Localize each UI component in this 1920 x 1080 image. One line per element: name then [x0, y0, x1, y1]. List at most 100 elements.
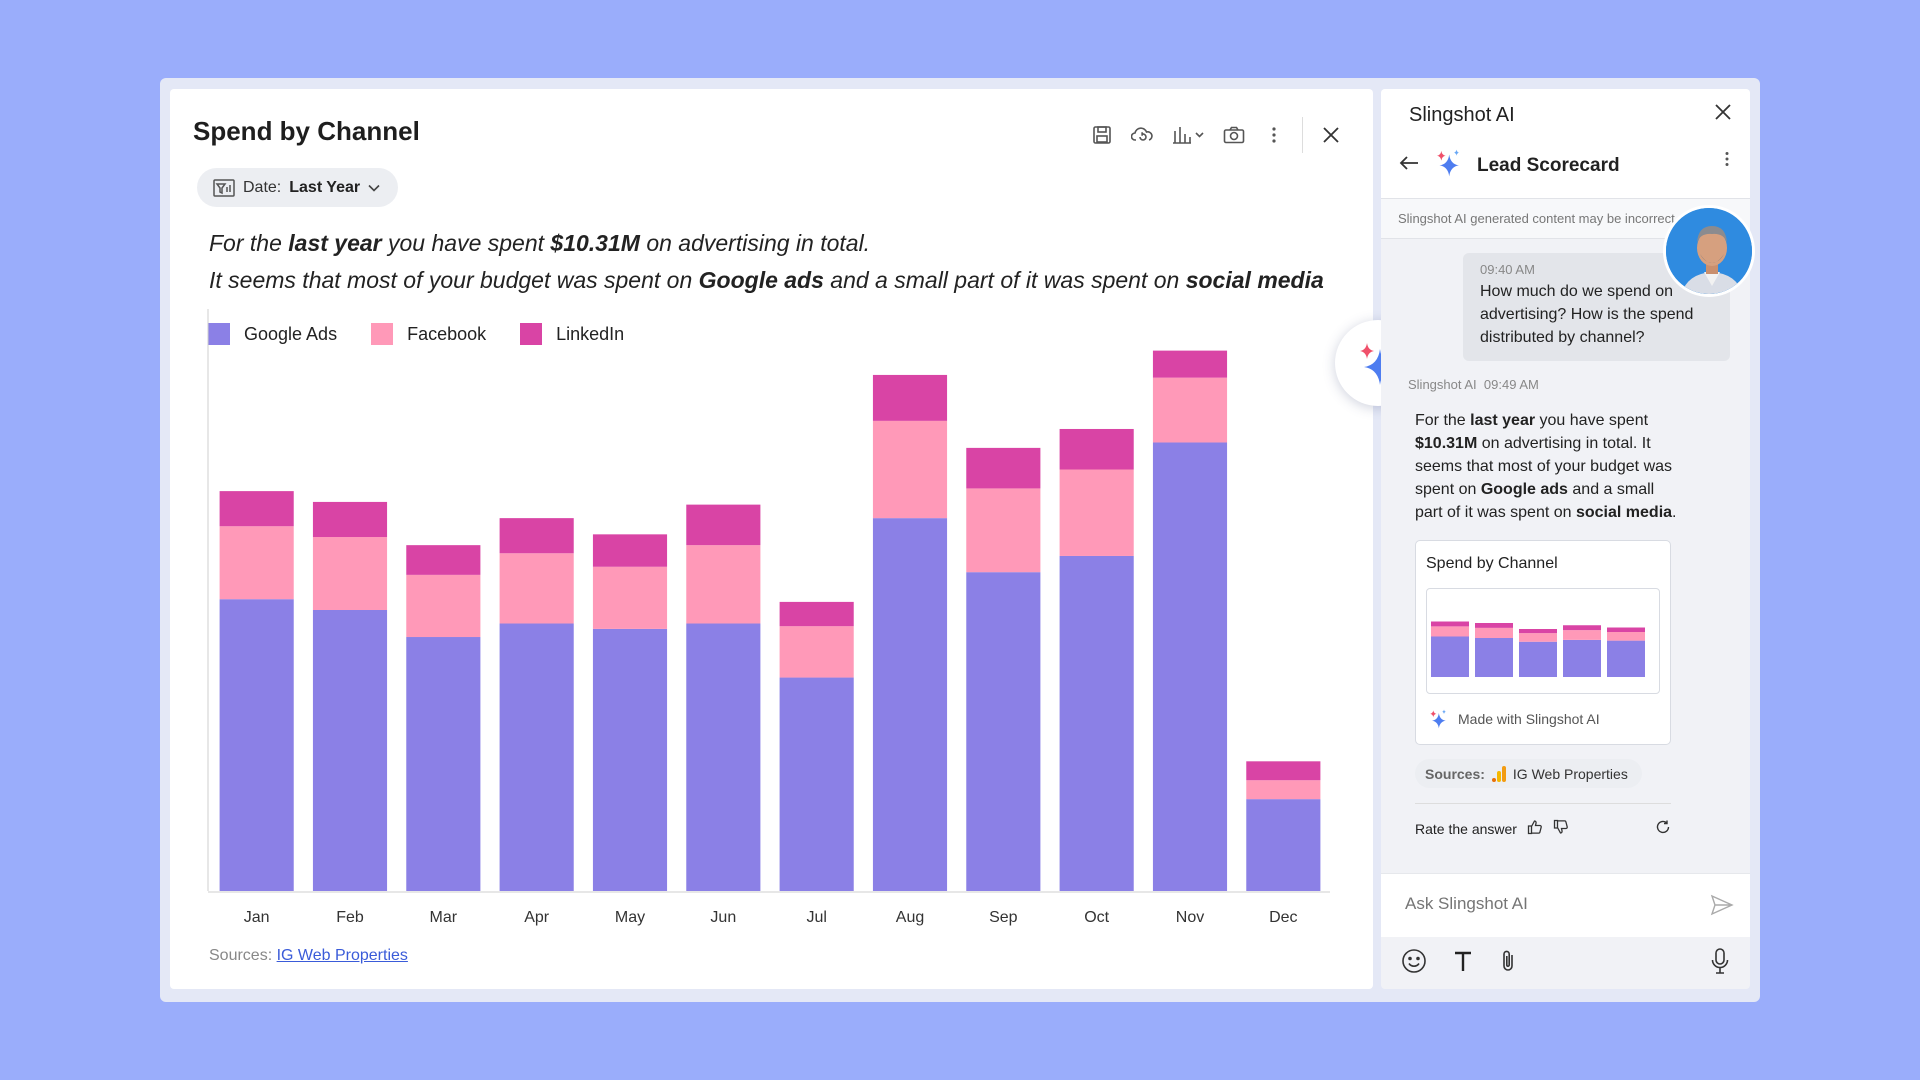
legend-item-google-ads[interactable]: Google Ads [208, 323, 337, 345]
bar-dec-google-ads[interactable] [1246, 799, 1321, 891]
bar-jul-facebook[interactable] [779, 626, 854, 678]
cloud-refresh-icon[interactable] [1130, 123, 1154, 147]
save-icon[interactable] [1090, 123, 1114, 147]
date-filter[interactable]: Date: Last Year [197, 168, 399, 207]
ai-message-text: For the last year you have spent $10.31M… [1415, 409, 1680, 524]
bar-nov-facebook[interactable] [1152, 377, 1228, 443]
x-tick-label: Oct [1084, 909, 1109, 926]
mini-chart [1426, 588, 1660, 694]
sources-label: Sources: [209, 947, 273, 964]
bar-dec-facebook[interactable] [1246, 780, 1321, 800]
avatar [1663, 205, 1755, 297]
bar-apr-linkedin[interactable] [499, 518, 574, 554]
bar-jul-linkedin[interactable] [779, 601, 854, 627]
bar-feb-linkedin[interactable] [312, 501, 388, 538]
chart-card[interactable]: Spend by Channel Made with Slingshot AI [1415, 540, 1671, 745]
mini-bar-mar-google-ads [1519, 641, 1557, 677]
summary-text-part: For the [209, 230, 289, 256]
emoji-icon[interactable] [1401, 948, 1427, 979]
mini-bar-may-linkedin [1607, 627, 1645, 632]
bar-may-linkedin[interactable] [592, 534, 668, 567]
mini-bar-feb-google-ads [1475, 638, 1513, 677]
bar-feb-facebook[interactable] [312, 537, 388, 610]
send-icon[interactable] [1710, 894, 1734, 921]
ai-side-panel: Slingshot AI Lead Scorecard Slingshot AI… [1381, 89, 1750, 989]
bar-jan-linkedin[interactable] [219, 491, 294, 527]
card-title: Spend by Channel [1426, 555, 1558, 572]
mini-bar-jan-linkedin [1431, 621, 1469, 627]
sparkle-icon [1430, 709, 1446, 729]
mini-bar-may-google-ads [1607, 640, 1645, 677]
sources-value: IG Web Properties [1512, 765, 1628, 782]
mini-bar-apr-facebook [1563, 630, 1601, 640]
ai-text-part: . [1672, 504, 1677, 521]
bar-oct-google-ads[interactable] [1059, 555, 1134, 891]
attachment-icon[interactable] [1499, 948, 1517, 979]
camera-icon[interactable] [1222, 123, 1246, 147]
bar-jun-google-ads[interactable] [686, 623, 761, 891]
bar-aug-facebook[interactable] [872, 420, 948, 519]
sources-link[interactable]: IG Web Properties [276, 947, 408, 964]
bar-mar-linkedin[interactable] [406, 545, 481, 575]
thumbs-up-icon[interactable] [1527, 819, 1543, 838]
refresh-icon[interactable] [1655, 819, 1671, 838]
mini-bar-apr-google-ads [1563, 639, 1601, 677]
card-footer-label: Made with Slingshot AI [1458, 711, 1600, 727]
bar-mar-google-ads[interactable] [406, 637, 481, 891]
summary-line-1: For the last year you have spent $10.31M… [209, 225, 1324, 262]
microphone-icon[interactable] [1710, 947, 1730, 980]
bar-oct-facebook[interactable] [1059, 469, 1134, 556]
more-vertical-icon[interactable] [1262, 123, 1286, 147]
text-format-icon[interactable] [1451, 949, 1475, 978]
legend-item-linkedin[interactable]: LinkedIn [520, 323, 624, 345]
legend-label: LinkedIn [556, 323, 625, 344]
page-title: Spend by Channel [193, 116, 420, 146]
legend-swatch [208, 323, 230, 345]
bar-feb-google-ads[interactable] [312, 610, 388, 891]
close-icon[interactable] [1319, 123, 1343, 147]
ask-input[interactable] [1405, 894, 1675, 914]
mini-bar-may-facebook [1607, 632, 1645, 641]
bar-aug-linkedin[interactable] [872, 374, 948, 421]
thumbs-down-icon[interactable] [1553, 819, 1569, 838]
mini-bar-feb-linkedin [1475, 623, 1513, 628]
side-panel-header: Slingshot AI Lead Scorecard [1381, 89, 1750, 198]
bar-jan-facebook[interactable] [219, 526, 294, 600]
bar-dec-linkedin[interactable] [1246, 761, 1321, 781]
ai-highlight: social media [1575, 504, 1673, 521]
summary-text-part: you have spent [381, 230, 551, 256]
chart-type-icon[interactable] [1170, 123, 1206, 147]
bar-jun-linkedin[interactable] [686, 504, 761, 546]
bar-jan-google-ads[interactable] [219, 599, 294, 891]
bar-nov-linkedin[interactable] [1152, 350, 1228, 378]
x-tick-label: Mar [430, 909, 458, 926]
bar-mar-facebook[interactable] [406, 574, 481, 638]
ai-highlight: $10.31M [1415, 435, 1478, 452]
bar-aug-google-ads[interactable] [872, 518, 948, 891]
legend-item-facebook[interactable]: Facebook [371, 323, 486, 345]
bar-oct-linkedin[interactable] [1059, 428, 1134, 470]
rate-label: Rate the answer [1415, 820, 1517, 837]
bar-jul-google-ads[interactable] [779, 677, 854, 891]
sources: Sources: IG Web Properties [209, 947, 408, 965]
back-arrow-icon[interactable] [1399, 155, 1419, 176]
x-tick-label: Feb [336, 909, 364, 926]
sources-label: Sources: [1425, 765, 1485, 782]
bar-may-facebook[interactable] [592, 566, 668, 629]
bar-sep-linkedin[interactable] [966, 447, 1041, 489]
bar-apr-facebook[interactable] [499, 553, 574, 624]
ai-text-part: and a small part of it was spent on [1415, 481, 1655, 521]
bar-nov-google-ads[interactable] [1152, 442, 1228, 891]
analytics-icon [1491, 765, 1506, 782]
sources-pill[interactable]: Sources: IG Web Properties [1415, 759, 1642, 788]
ai-message-meta: Slingshot AI 09:49 AM [1408, 377, 1650, 392]
close-icon[interactable] [1714, 103, 1732, 126]
bar-sep-facebook[interactable] [966, 488, 1041, 573]
ai-text-part: For the [1415, 412, 1471, 429]
more-vertical-icon[interactable] [1724, 151, 1730, 172]
bar-apr-google-ads[interactable] [499, 623, 574, 891]
x-tick-label: Nov [1176, 909, 1204, 926]
bar-jun-facebook[interactable] [686, 545, 761, 624]
bar-may-google-ads[interactable] [592, 628, 668, 891]
bar-sep-google-ads[interactable] [966, 572, 1041, 891]
